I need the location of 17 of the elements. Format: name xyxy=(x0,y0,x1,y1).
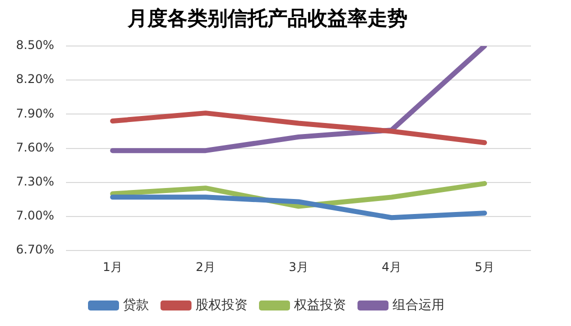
x-tick-label: 1月 xyxy=(102,260,122,274)
y-tick-label: 7.30% xyxy=(16,174,54,189)
y-tick-label: 8.20% xyxy=(16,72,54,86)
x-tick-label: 5月 xyxy=(474,260,494,274)
legend-label: 权益投资 xyxy=(293,298,346,313)
y-tick-label: 6.70% xyxy=(16,242,54,257)
y-tick-label: 8.50% xyxy=(16,38,54,52)
x-tick-label: 4月 xyxy=(382,260,402,274)
x-tick-label: 2月 xyxy=(196,260,216,274)
y-tick-label: 7.60% xyxy=(16,140,54,154)
y-tick-label: 7.90% xyxy=(16,106,54,120)
legend-label: 组合运用 xyxy=(392,298,444,313)
x-tick-label: 3月 xyxy=(288,260,308,274)
y-tick-label: 7.00% xyxy=(16,208,54,223)
legend-label: 贷款 xyxy=(123,298,149,313)
chart-title: 月度各类别信托产品收益率走势 xyxy=(126,6,408,30)
legend-label: 股权投资 xyxy=(196,298,248,313)
